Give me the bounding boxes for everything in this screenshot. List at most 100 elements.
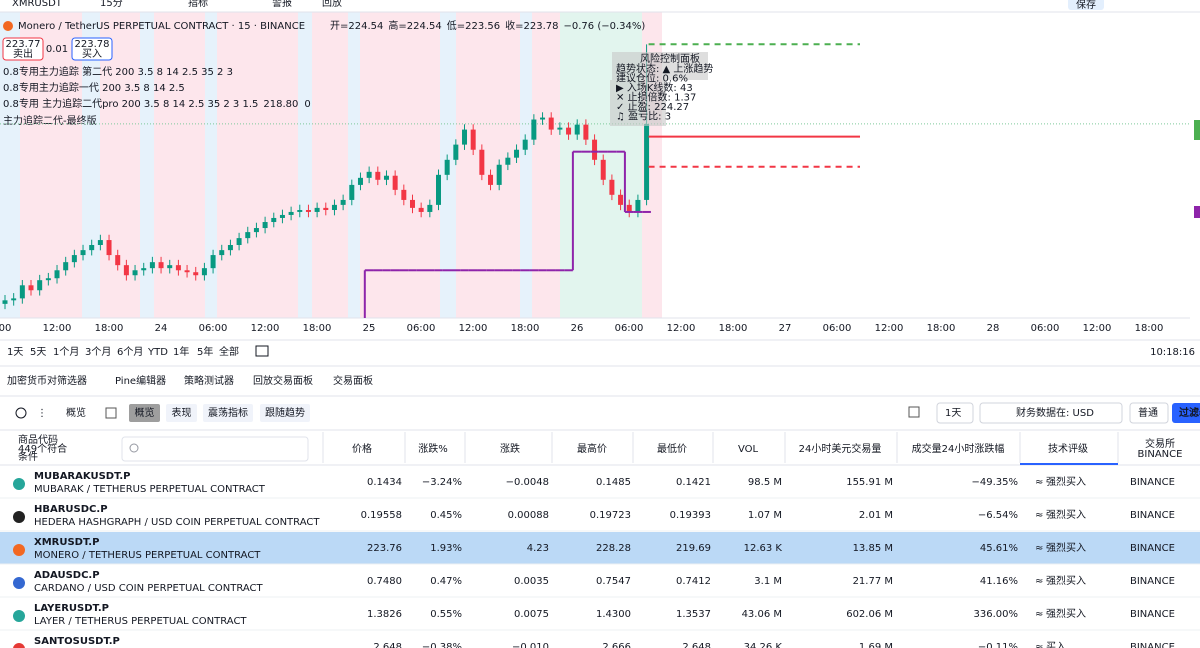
candle-body	[357, 177, 363, 185]
candle-body	[592, 139, 598, 160]
view-button-label[interactable]: 跟随趋势	[265, 406, 305, 419]
symbol-code[interactable]: SANTOSUSDT.P	[34, 636, 120, 647]
exchange-filter[interactable]: BINANCE	[1138, 449, 1183, 460]
symbol-code[interactable]: MUBARAKUSDT.P	[34, 471, 131, 482]
filter-label[interactable]: 过滤器	[1179, 406, 1200, 419]
candle-body	[349, 184, 355, 200]
x-tick-label: 12:00	[43, 323, 72, 334]
view-button-label[interactable]: 表现	[172, 406, 192, 419]
candle-body	[245, 232, 251, 239]
buy-price[interactable]: 223.78	[75, 39, 110, 50]
range-button[interactable]: 5天	[30, 347, 46, 358]
sell-price[interactable]: 223.77	[6, 39, 41, 50]
toolbar-item[interactable]: 回放	[322, 0, 342, 9]
column-header[interactable]: 涨跌	[500, 442, 520, 455]
column-header[interactable]: VOL	[738, 444, 759, 455]
candle-body	[184, 270, 190, 273]
cell: 1.69 M	[859, 642, 893, 648]
view-button[interactable]	[203, 404, 253, 422]
cell: 155.91 M	[846, 477, 893, 488]
refresh-icon[interactable]	[15, 407, 27, 419]
tab[interactable]: 策略测试器	[184, 374, 234, 387]
range-button[interactable]: YTD	[147, 347, 168, 358]
column-header[interactable]: 涨跌%	[418, 442, 448, 455]
buy-label[interactable]: 买入	[82, 48, 102, 60]
column-header[interactable]: 24小时美元交易量	[799, 442, 882, 455]
currency-label[interactable]: 财务数据在: USD	[1016, 406, 1094, 419]
grid-icon[interactable]	[105, 407, 117, 419]
save-label[interactable]: 保存	[1076, 0, 1096, 11]
candle-body	[574, 124, 580, 135]
symbol-code[interactable]: XMRUSDT.P	[34, 537, 99, 548]
interval-select[interactable]	[936, 402, 974, 424]
indicator-name[interactable]: 0.8专用主力追踪一代 200 3.5 8 14 2.5	[3, 81, 185, 94]
tab[interactable]: Pine编辑器	[115, 374, 166, 387]
x-tick-label: 18:00	[719, 323, 748, 334]
interval-label[interactable]: 1天	[945, 408, 961, 419]
symbol-icon	[3, 21, 13, 31]
sell-box[interactable]	[2, 37, 44, 61]
range-button[interactable]: 1年	[173, 345, 189, 358]
column-header[interactable]: 技术评级	[1048, 442, 1088, 455]
view-button-label[interactable]: 概览	[135, 406, 155, 419]
view-button[interactable]	[166, 404, 197, 422]
filter-button[interactable]	[1172, 403, 1200, 423]
tab[interactable]: 加密货币对筛选器	[7, 374, 87, 387]
view-button[interactable]	[129, 404, 160, 422]
toolbar-item[interactable]: 警报	[272, 0, 292, 9]
symbol: XMRUSDT	[12, 0, 63, 9]
x-tick-label: 18:00	[1135, 323, 1164, 334]
indicator-name[interactable]: 主力追踪二代-最终版	[3, 114, 97, 127]
range-button[interactable]: 全部	[219, 345, 239, 358]
tab[interactable]: 交易面板	[333, 374, 373, 387]
cell: 223.76	[367, 543, 402, 554]
toolbar-item[interactable]: 指标	[188, 0, 208, 9]
cell: 1.07 M	[748, 510, 782, 521]
column-header[interactable]: 价格	[352, 442, 372, 455]
condition-link[interactable]: 条件	[18, 450, 38, 463]
currency-select[interactable]	[979, 402, 1123, 424]
symbol-code[interactable]: HBARUSDC.P	[34, 504, 108, 515]
candle-body	[297, 210, 303, 212]
cell: 21.77 M	[853, 576, 893, 587]
sell-label[interactable]: 卖出	[13, 47, 33, 60]
rating-icon: ≈	[1035, 576, 1043, 587]
view-button[interactable]	[260, 404, 310, 422]
column-header[interactable]: 交易所	[1145, 437, 1175, 450]
view-button-label[interactable]: 震荡指标	[208, 406, 248, 419]
save-button[interactable]	[1068, 0, 1104, 10]
candle-body	[392, 175, 398, 190]
indicator-name[interactable]: 0.8专用 主力追踪二代pro 200 3.5 8 14 2.5 35 2 3 …	[3, 97, 258, 110]
range-button[interactable]: 3个月	[85, 346, 111, 358]
cell: 43.06 M	[742, 609, 782, 620]
symbol-code[interactable]: LAYERUSDT.P	[34, 603, 109, 614]
mode-select[interactable]	[1129, 402, 1169, 424]
cell: 3.1 M	[754, 576, 782, 587]
range-button[interactable]: 6个月	[117, 346, 143, 358]
range-button[interactable]: 5年	[197, 345, 213, 358]
download-icon[interactable]	[908, 406, 920, 418]
view-select[interactable]: 概览	[66, 406, 86, 419]
column-header[interactable]: 最高价	[577, 442, 607, 455]
candle-body	[305, 210, 311, 212]
indicator-name[interactable]: 0.8专用主力追踪 第二代 200 3.5 8 14 2.5 35 2 3	[3, 65, 233, 78]
coin-icon	[13, 577, 25, 589]
interval[interactable]: 15分	[100, 0, 123, 9]
candle-body	[436, 174, 441, 205]
x-tick-label: 26	[571, 323, 584, 334]
cell: 2.666	[602, 642, 631, 648]
mode-label[interactable]: 普通	[1138, 406, 1158, 419]
candle-body	[462, 129, 468, 145]
search-box[interactable]	[121, 436, 309, 462]
range-button[interactable]: 1天	[7, 347, 23, 358]
buy-box[interactable]	[71, 37, 113, 61]
range-button[interactable]: 1个月	[53, 346, 79, 358]
symbol-code[interactable]: ADAUSDC.P	[34, 570, 100, 581]
date-range-icon[interactable]	[255, 345, 269, 357]
more-icon[interactable]: ⋮	[37, 408, 47, 419]
tab[interactable]: 回放交易面板	[253, 374, 313, 387]
cell: 4.23	[527, 543, 549, 554]
column-header[interactable]: 成交量24小时涨跌幅	[912, 442, 1005, 455]
candle-body	[566, 127, 572, 135]
column-header[interactable]: 最低价	[657, 442, 687, 455]
